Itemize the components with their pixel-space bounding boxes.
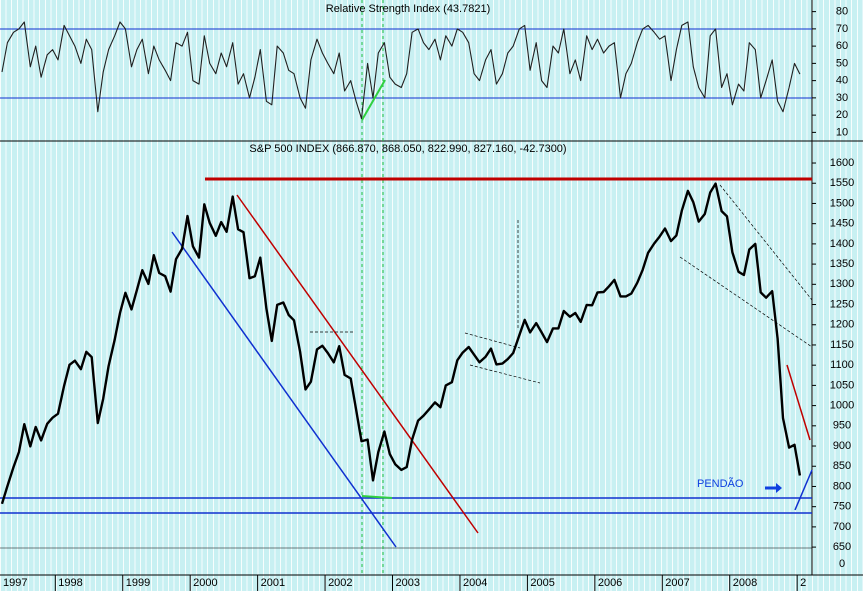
y-tick-label: 1300 [830, 278, 854, 290]
price-title: S&P 500 INDEX (866.870, 868.050, 822.990… [249, 143, 566, 155]
marks: 1020304050607080650700750800850900950100… [0, 6, 854, 591]
y-tick-label: 70 [836, 23, 848, 35]
x-tick-label: 2004 [463, 577, 487, 589]
y-tick-label: 20 [836, 109, 848, 121]
channel-line [171, 231, 397, 548]
x-tick-label: 2000 [193, 577, 217, 589]
y-tick-label: 1150 [830, 339, 854, 351]
x-tick-label: 1999 [126, 577, 150, 589]
y-tick-label: 650 [833, 541, 851, 553]
flag-line [464, 332, 521, 349]
y-tick-label: 1250 [830, 298, 854, 310]
y-tick-label: 900 [833, 440, 851, 452]
x-tick-label: 2003 [396, 577, 420, 589]
y-tick-label: 80 [836, 6, 848, 18]
y-tick-label: 1200 [830, 319, 854, 331]
y-tick-label: 1350 [830, 258, 854, 270]
channel-line [719, 184, 813, 301]
series-line [1, 21, 801, 120]
x-tick-label: 2006 [598, 577, 622, 589]
channel-line [679, 256, 813, 348]
x-tick-label: 1997 [3, 577, 27, 589]
y-tick-label: 1050 [830, 379, 854, 391]
x-tick-label: 2005 [530, 577, 554, 589]
y-tick-label: 850 [833, 460, 851, 472]
series-line [0, 182, 802, 505]
x-tick-label: 2001 [261, 577, 285, 589]
x-tick-label: 1998 [58, 577, 82, 589]
y-tick-label: 60 [836, 40, 848, 52]
arrow-head [776, 483, 782, 493]
axis-break-label: 0 [839, 558, 845, 570]
y-tick-label: 1500 [830, 197, 854, 209]
y-tick-label: 30 [836, 92, 848, 104]
y-tick-label: 1450 [830, 218, 854, 230]
x-tick-label: 2002 [328, 577, 352, 589]
y-tick-label: 40 [836, 75, 848, 87]
y-tick-label: 50 [836, 57, 848, 69]
y-tick-label: 1400 [830, 238, 854, 250]
y-tick-label: 1550 [830, 177, 854, 189]
uptrend-line [794, 469, 813, 511]
y-tick-label: 700 [833, 521, 851, 533]
rsi-title: Relative Strength Index (43.7821) [326, 3, 491, 15]
rsi-divergence-line [361, 79, 386, 121]
flag-line [469, 364, 541, 384]
downtrend-line [236, 194, 479, 534]
y-tick-label: 1000 [830, 400, 854, 412]
x-tick-label: 2008 [733, 577, 757, 589]
y-tick-label: 800 [833, 480, 851, 492]
y-tick-label: 750 [833, 501, 851, 513]
annotation: PENDÃO [697, 477, 744, 490]
y-tick-label: 1100 [830, 359, 854, 371]
y-tick-label: 1600 [830, 157, 854, 169]
double-bottom-line [361, 495, 393, 499]
x-tick-label: 2007 [665, 577, 689, 589]
y-tick-label: 950 [833, 420, 851, 432]
downtrend-line [786, 364, 811, 441]
y-tick-label: 10 [836, 126, 848, 138]
x-tick-label: 2 [800, 577, 806, 589]
